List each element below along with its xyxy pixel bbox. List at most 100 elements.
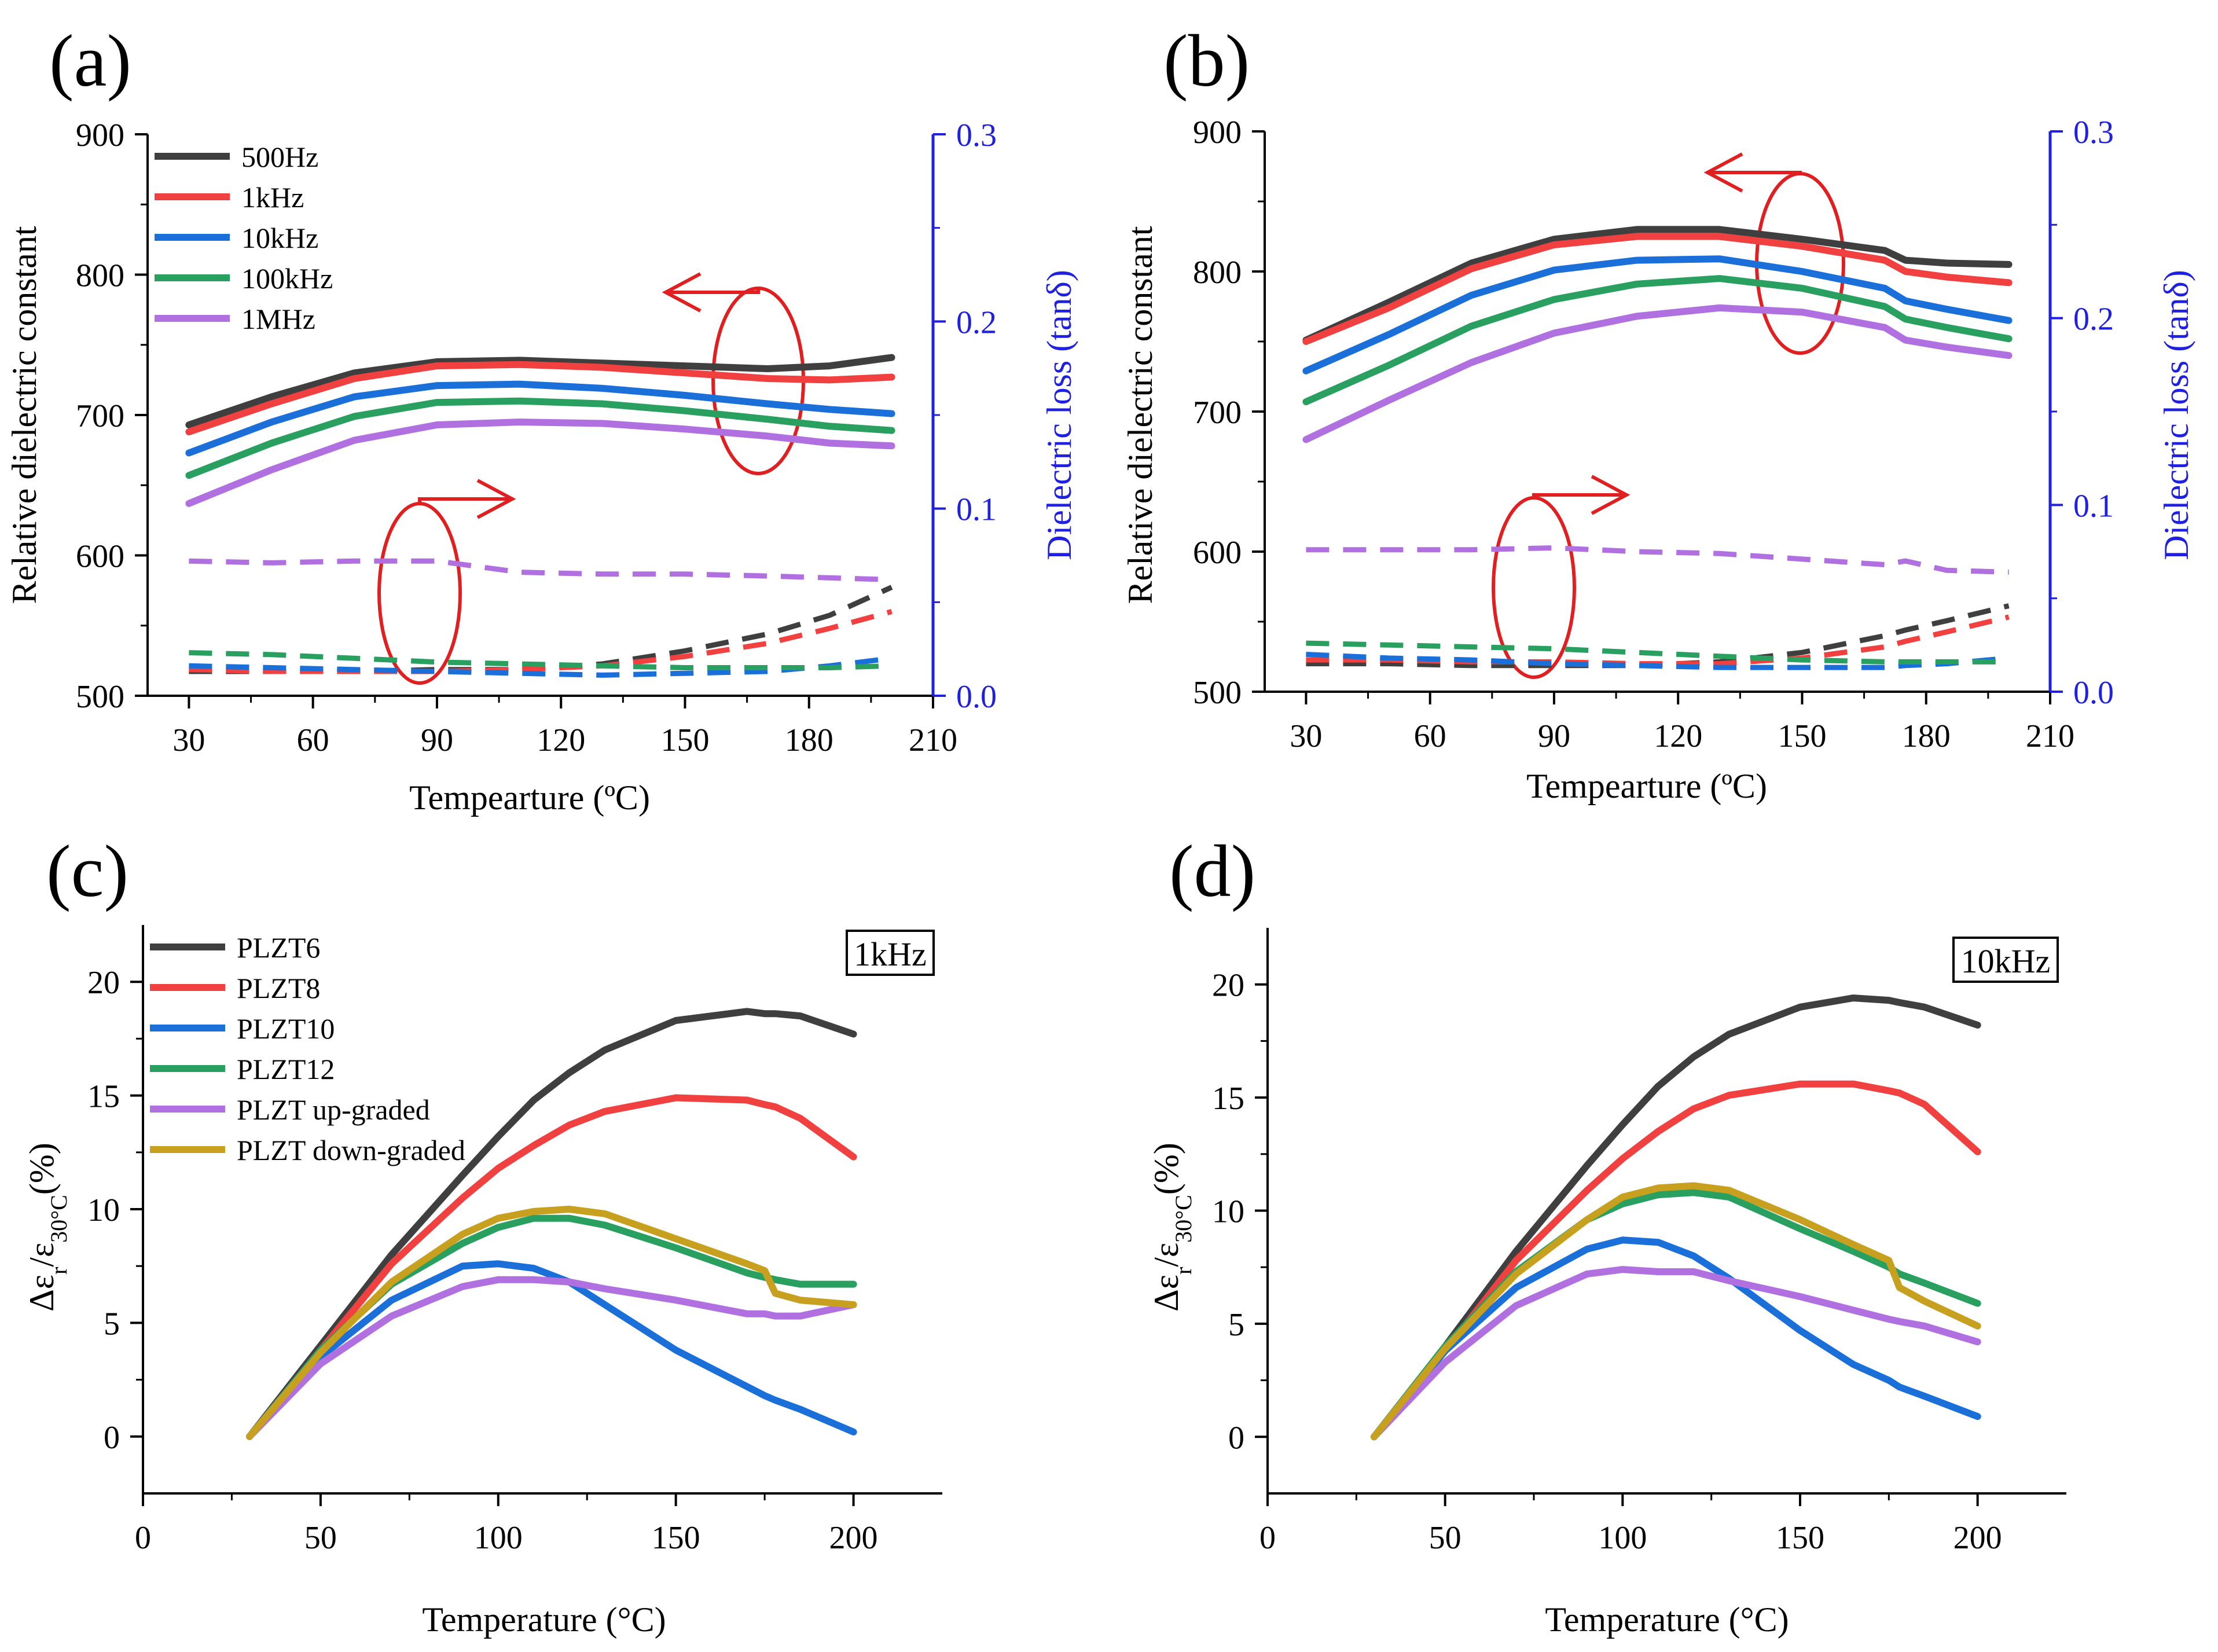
panel-a-arrow-right (418, 497, 512, 504)
panel-b-y2tick-label: 0.2 (2073, 302, 2114, 337)
panel-a-legend-label: 10kHz (241, 222, 318, 254)
panel-d-series-plzt10 (1371, 1236, 1981, 1441)
panel-a-xtick-label: 210 (909, 722, 957, 758)
panel-b-ytick-label: 900 (1193, 115, 1242, 150)
panel-a-xtick-label: 180 (785, 722, 833, 758)
panel-a-series-100khz-loss (189, 650, 892, 670)
panel-d-ylabel: Δεr/ε30°C(%) (1147, 1143, 1196, 1312)
panel-c-xtick-label: 50 (304, 1520, 337, 1556)
panel-b-y2tick-label: 0.0 (2073, 675, 2114, 711)
panel-a: (a) Relative dielectric constant Dielect… (5, 20, 1078, 817)
panel-a-xlabel: Tempearture (ºC) (409, 779, 650, 817)
panel-c-ytick-label: 20 (87, 965, 120, 1001)
panel-a-xtick-label: 120 (537, 722, 585, 758)
panel-c-legend-label: PLZT10 (237, 1012, 335, 1045)
panel-c-ytick-label: 15 (87, 1079, 120, 1115)
panel-a-y2tick-label: 0.3 (956, 118, 997, 153)
panel-b-arrow-left (1707, 171, 1802, 174)
panel-c-ylabel: Δεr/ε30°C(%) (23, 1143, 72, 1312)
panel-c-legend-label: PLZT6 (237, 931, 320, 964)
panel-a-ytick-label: 600 (76, 539, 124, 575)
panel-c-xlabel: Temperature (°C) (422, 1600, 666, 1639)
panel-c-inset-label: 1kHz (854, 935, 927, 973)
panel-a-legend-label: 1MHz (241, 303, 315, 335)
panel-b: (b) Relative dielectric constant Dielect… (1121, 20, 2195, 805)
panel-c-xtick-label: 150 (652, 1520, 700, 1556)
panel-b-series-500hz (1302, 226, 2013, 344)
panel-a-arrow-left (666, 288, 760, 294)
panel-d-label: (d) (1169, 830, 1255, 912)
panel-c-ytick-label: 10 (87, 1192, 120, 1228)
panel-a-xtick-label: 30 (172, 722, 205, 758)
panel-a-arrow-left-head (662, 272, 702, 313)
panel-a-ytick-label: 500 (76, 679, 124, 715)
panel-d-xtick-label: 50 (1429, 1520, 1461, 1556)
panel-b-xtick-label: 150 (1778, 718, 1826, 754)
panel-d-series-plzt-up-graded (1371, 1266, 1981, 1441)
panel-d-xtick-label: 0 (1259, 1520, 1276, 1556)
panel-d-xtick-label: 200 (1953, 1520, 2002, 1556)
panel-b-label: (b) (1163, 20, 1250, 102)
panel-b-xtick-label: 60 (1414, 718, 1446, 754)
panel-b-y2label: Dielectric loss (tanδ) (2157, 270, 2195, 560)
panel-a-legend-label: 1kHz (241, 181, 304, 214)
panel-b-series-1mhz-loss (1306, 545, 2009, 575)
panel-b-series-1khz (1302, 233, 2013, 345)
panel-b-xtick-label: 210 (2026, 718, 2074, 754)
panel-a-ytick-label: 800 (76, 258, 124, 294)
panel-b-series-100khz-loss (1306, 640, 2009, 665)
panel-a-series-100khz (185, 397, 895, 479)
panel-b-series-500hz-loss (1306, 603, 2010, 669)
panel-a-ellipse-loss (377, 502, 462, 685)
panel-a-y2tick-label: 0.2 (956, 304, 997, 340)
panel-a-arrow-right-head (476, 479, 516, 519)
panel-c-series-plzt12 (246, 1214, 857, 1440)
panel-c-series-plzt10 (246, 1260, 857, 1440)
panel-a-label: (a) (49, 20, 131, 102)
panel-b-arrow-right-head (1591, 475, 1631, 515)
panel-b-ytick-label: 600 (1193, 535, 1242, 571)
panel-c-legend-label: PLZT up-graded (237, 1093, 430, 1126)
panel-c: (c) Temperature (°C) Δεr/ε30°C(%) 1kHz 0… (23, 830, 942, 1639)
panel-c-ytick-label: 0 (104, 1420, 120, 1456)
panel-a-y2tick-label: 0.0 (956, 679, 997, 715)
panel-a-annotations (377, 272, 805, 685)
panel-b-xtick-label: 120 (1654, 718, 1702, 754)
panel-c-xtick-label: 0 (135, 1520, 151, 1556)
panel-a-legend-label: 500Hz (241, 141, 318, 173)
panel-c-xtick-label: 100 (474, 1520, 523, 1556)
panel-d-inset-box (1952, 937, 2059, 983)
panel-d: (d) Temperature (°C) Δεr/ε30°C(%) 10kHz … (1147, 830, 2066, 1639)
panel-d-ytick-label: 15 (1212, 1081, 1244, 1117)
panel-a-legend-label: 100kHz (241, 262, 333, 295)
panel-b-y2tick-label: 0.1 (2073, 488, 2114, 524)
panel-a-xtick-label: 90 (421, 722, 453, 758)
panel-a-series-1mhz-loss (189, 558, 892, 582)
panel-b-ytick-label: 800 (1193, 255, 1242, 291)
panel-a-series-1mhz (185, 418, 895, 507)
panel-a-series-1khz-loss (189, 609, 893, 674)
panel-b-series-1mhz (1302, 304, 2013, 443)
panel-c-label: (c) (46, 830, 128, 912)
panel-a-series-10khz (185, 380, 895, 457)
panel-c-legend-label: PLZT12 (237, 1053, 335, 1085)
panel-d-xtick-label: 150 (1776, 1520, 1824, 1556)
panel-b-ytick-label: 700 (1193, 395, 1242, 431)
panel-b-series-10khz (1302, 255, 2013, 375)
panel-d-series-plzt8 (1371, 1080, 1981, 1441)
panel-b-series-10khz-loss (1306, 652, 2010, 670)
panel-a-xtick-label: 60 (297, 722, 329, 758)
panel-c-xtick-label: 200 (829, 1520, 878, 1556)
panel-d-ytick-label: 0 (1228, 1420, 1244, 1456)
panel-a-series-500hz-loss (189, 585, 893, 674)
panel-b-arrow-right (1532, 493, 1626, 498)
panel-d-xlabel: Temperature (°C) (1545, 1600, 1789, 1639)
panel-a-y2label: Dielectric loss (tanδ) (1040, 270, 1078, 560)
panel-a-series-1khz (185, 361, 895, 436)
panel-a-y2tick-label: 0.1 (956, 492, 997, 528)
panel-d-ytick-label: 5 (1228, 1307, 1244, 1343)
panel-a-ytick-label: 700 (76, 398, 124, 434)
panel-a-ylabel: Relative dielectric constant (5, 226, 43, 604)
panel-d-ytick-label: 10 (1212, 1194, 1244, 1230)
